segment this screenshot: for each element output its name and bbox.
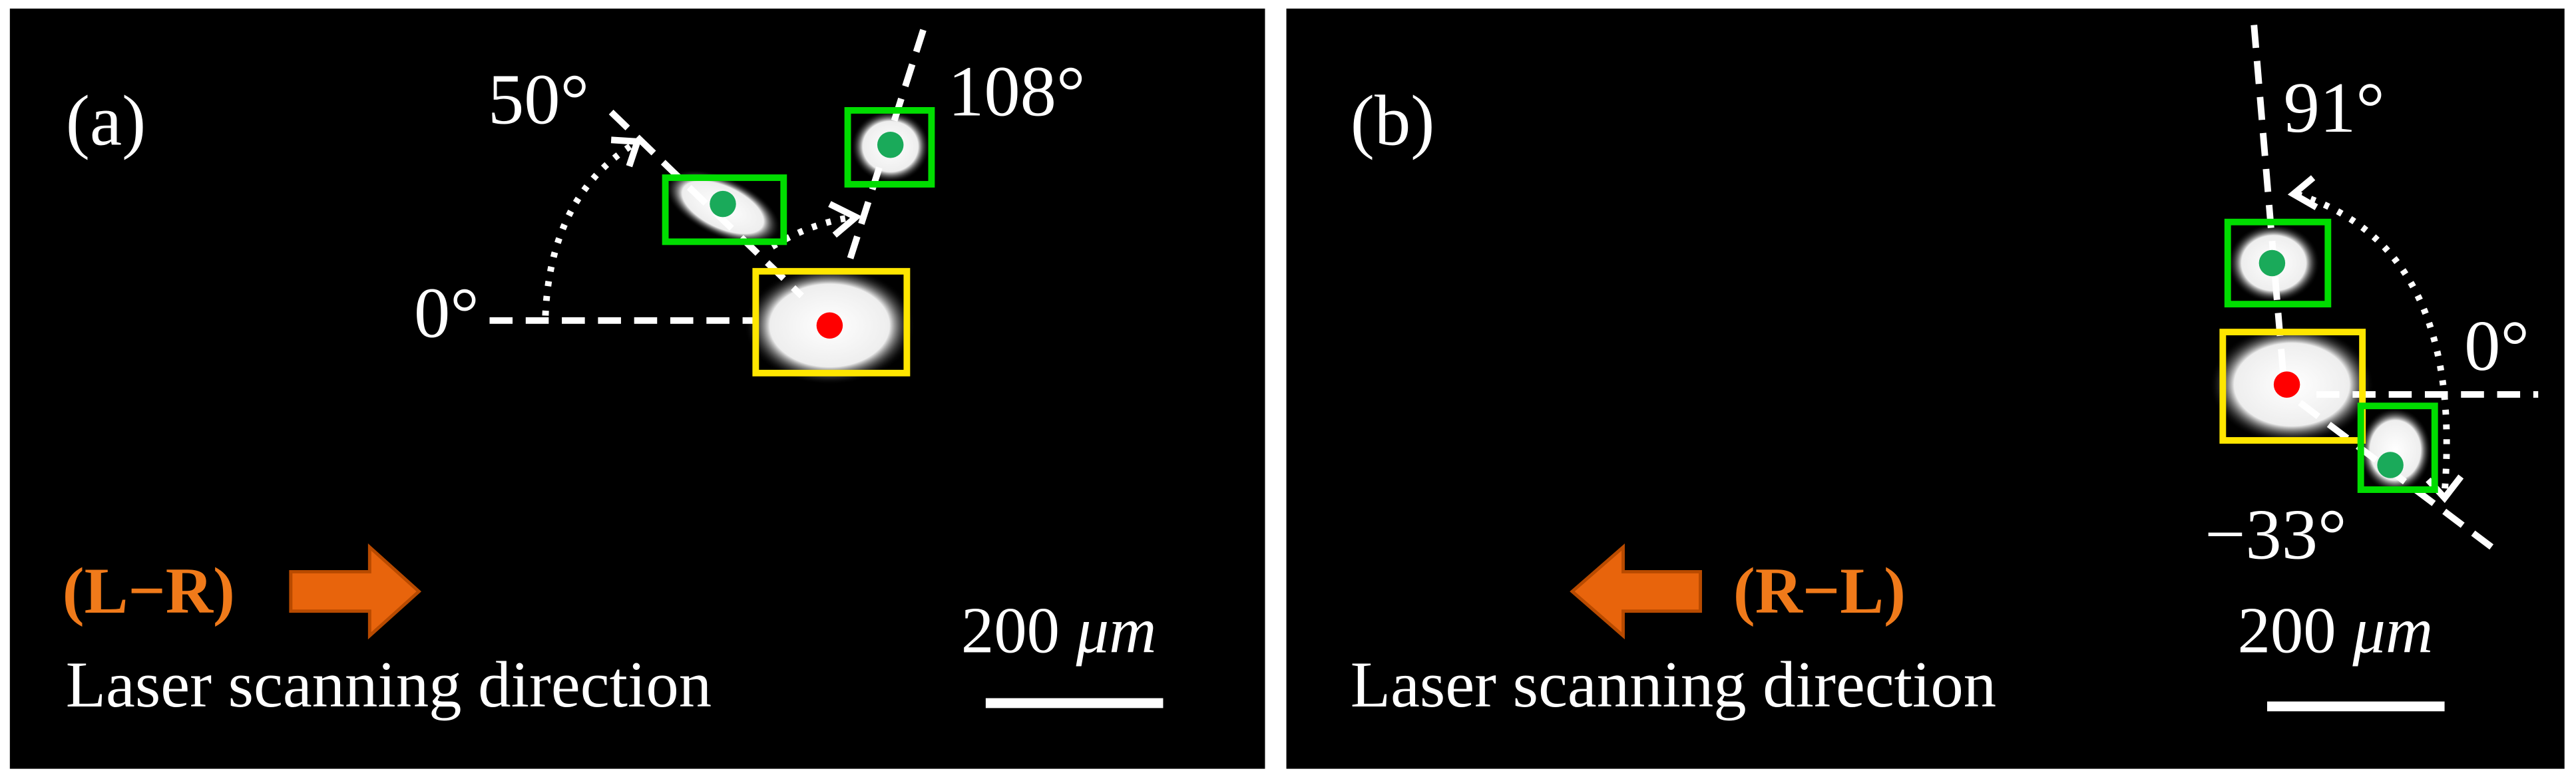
angle-label: 0° [414, 273, 479, 353]
child-box [2357, 402, 2438, 493]
scale-unit: μm [1076, 594, 1157, 667]
child-box [662, 174, 787, 245]
angle-label: 0° [2464, 306, 2529, 386]
arrow-head [2287, 175, 2318, 210]
child-box [2224, 218, 2332, 308]
direction-label: (R−L) [1733, 555, 1906, 627]
parent-center [2273, 371, 2300, 398]
scale-label: 200 μm [961, 594, 1157, 667]
parent-box [752, 267, 911, 377]
angle-arc [542, 142, 634, 316]
scale-value: 200 [2238, 594, 2336, 667]
angle-label: −33° [2205, 495, 2346, 575]
panel-background [9, 8, 1265, 769]
panel-a: (a) 50° 108° 0° (L−R) Laser scanning dir… [9, 8, 1265, 769]
angle-line [2251, 25, 2287, 379]
angle-arc [2295, 191, 2450, 494]
scale-value: 200 [961, 594, 1060, 667]
caption: Laser scanning direction [1351, 649, 1996, 721]
blob [2359, 407, 2432, 493]
direction-arrow [289, 543, 422, 640]
angle-line [608, 109, 804, 299]
scale-unit: μm [2352, 594, 2433, 667]
child-center [710, 190, 736, 218]
panel-b: (b) 91° 0° −33° (R−L) Laser scanning dir… [1286, 8, 2565, 769]
arrow-head [610, 136, 642, 168]
caption: Laser scanning direction [66, 649, 712, 721]
direction-label: (L−R) [63, 555, 235, 627]
scale-label: 200 μm [2238, 594, 2434, 667]
child-center [877, 132, 904, 158]
parent-center [816, 312, 843, 339]
angle-line [2298, 400, 2503, 557]
angle-label: 50° [488, 60, 589, 140]
angle-label: 108° [948, 51, 1085, 131]
parent-box [2219, 329, 2366, 444]
arrow-head [828, 201, 862, 238]
panel-label: (b) [1351, 81, 1435, 161]
panel-label: (a) [66, 81, 146, 161]
child-center [2377, 452, 2404, 478]
child-center [2258, 249, 2286, 277]
angle-arc [770, 214, 855, 250]
angle-label: 91° [2284, 68, 2385, 148]
child-box [844, 106, 935, 188]
direction-arrow [1570, 544, 1702, 640]
